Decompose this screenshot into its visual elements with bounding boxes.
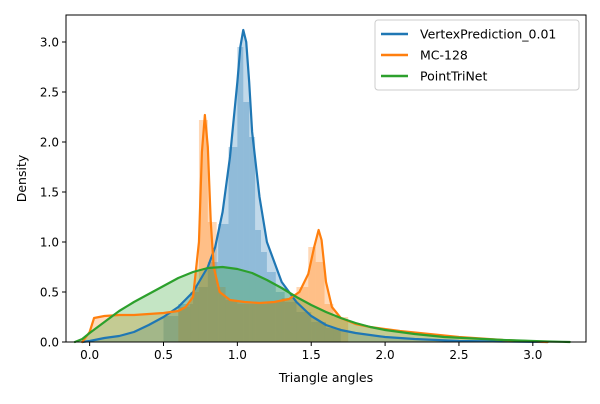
x-axis-ticks: 0.0 0.5 1.0 1.5 2.0 2.5 3.0: [80, 342, 542, 362]
hist-bar-vertexprediction-0-01: [243, 102, 250, 342]
hist-bar-mc-128: [266, 302, 282, 342]
hist-bar-vertexprediction-0-01: [218, 224, 229, 342]
hist-bar-vertexprediction-0-01: [326, 328, 341, 342]
legend-label-vertexprediction: VertexPrediction_0.01: [420, 27, 556, 42]
x-tick-label: 0.0: [80, 348, 99, 362]
hist-bar-vertexprediction-0-01: [249, 137, 256, 342]
legend-box: [374, 19, 580, 91]
hist-bar-mc-128: [315, 262, 325, 342]
kde-line-vertexprediction-0-01: [81, 28, 549, 344]
kde-line-pointtrinet: [73, 265, 571, 344]
hist-bar-vertexprediction-0-01: [261, 252, 267, 342]
hist-bar-vertexprediction-0-01: [266, 272, 276, 342]
hist-bar-mc-128: [308, 247, 316, 342]
hist-bar-vertexprediction-0-01: [296, 312, 312, 342]
kde-fill-mc-128: [82, 115, 548, 342]
hist-bar-mc-128: [190, 292, 199, 342]
x-tick-label: 1.5: [302, 348, 321, 362]
hist-bar-mc-128: [225, 300, 238, 342]
x-tick-label: 1.0: [228, 348, 247, 362]
x-tick-label: 0.5: [154, 348, 173, 362]
hist-bar-vertexprediction-0-01: [163, 316, 179, 342]
x-axis-label: Triangle angles: [278, 370, 373, 385]
hist-bar-vertexprediction-0-01: [228, 147, 238, 342]
hist-bar-mc-128: [237, 304, 253, 342]
y-tick-label: 1.5: [40, 186, 59, 200]
hist-bar-vertexprediction-0-01: [255, 230, 261, 342]
hist-bar-mc-128: [281, 298, 297, 342]
hist-bar-vertexprediction-0-01: [178, 304, 194, 342]
y-tick-label: 2.5: [40, 86, 59, 100]
hist-bar-mc-128: [178, 307, 191, 342]
kde-line-layer: [73, 28, 571, 344]
histogram-layer: [163, 47, 349, 342]
hist-bar-vertexprediction-0-01: [311, 322, 326, 342]
y-tick-label: 2.0: [40, 136, 59, 150]
hist-bar-vertexprediction-0-01: [193, 287, 208, 342]
y-tick-label: 0.0: [40, 336, 59, 350]
x-tick-label: 3.0: [523, 348, 542, 362]
legend: VertexPrediction_0.01 MC-128 PointTriNet: [374, 19, 580, 91]
y-axis-label: Density: [14, 154, 29, 202]
y-tick-label: 0.5: [40, 286, 59, 300]
hist-bar-vertexprediction-0-01: [207, 262, 219, 342]
legend-label-mc-128: MC-128: [420, 48, 468, 63]
y-tick-label: 3.0: [40, 36, 59, 50]
hist-bar-mc-128: [198, 120, 208, 342]
kde-fill-pointtrinet: [74, 267, 570, 342]
kde-fill-layer: [74, 30, 570, 342]
hist-bar-mc-128: [216, 287, 226, 342]
y-axis-ticks: 0.0 0.5 1.0 1.5 2.0 2.5 3.0: [40, 36, 66, 350]
hist-bar-mc-128: [207, 222, 217, 342]
x-tick-label: 2.5: [449, 348, 468, 362]
legend-label-pointtrinet: PointTriNet: [420, 69, 487, 84]
hist-bar-vertexprediction-0-01: [284, 302, 297, 342]
y-tick-label: 1.0: [40, 236, 59, 250]
plot-frame: [65, 14, 587, 343]
hist-bar-vertexprediction-0-01: [237, 47, 244, 342]
hist-bar-vertexprediction-0-01: [275, 292, 285, 342]
hist-bar-mc-128: [252, 304, 267, 342]
hist-bar-mc-128: [296, 287, 309, 342]
hist-bar-mc-128: [324, 304, 334, 342]
x-tick-label: 2.0: [376, 348, 395, 362]
